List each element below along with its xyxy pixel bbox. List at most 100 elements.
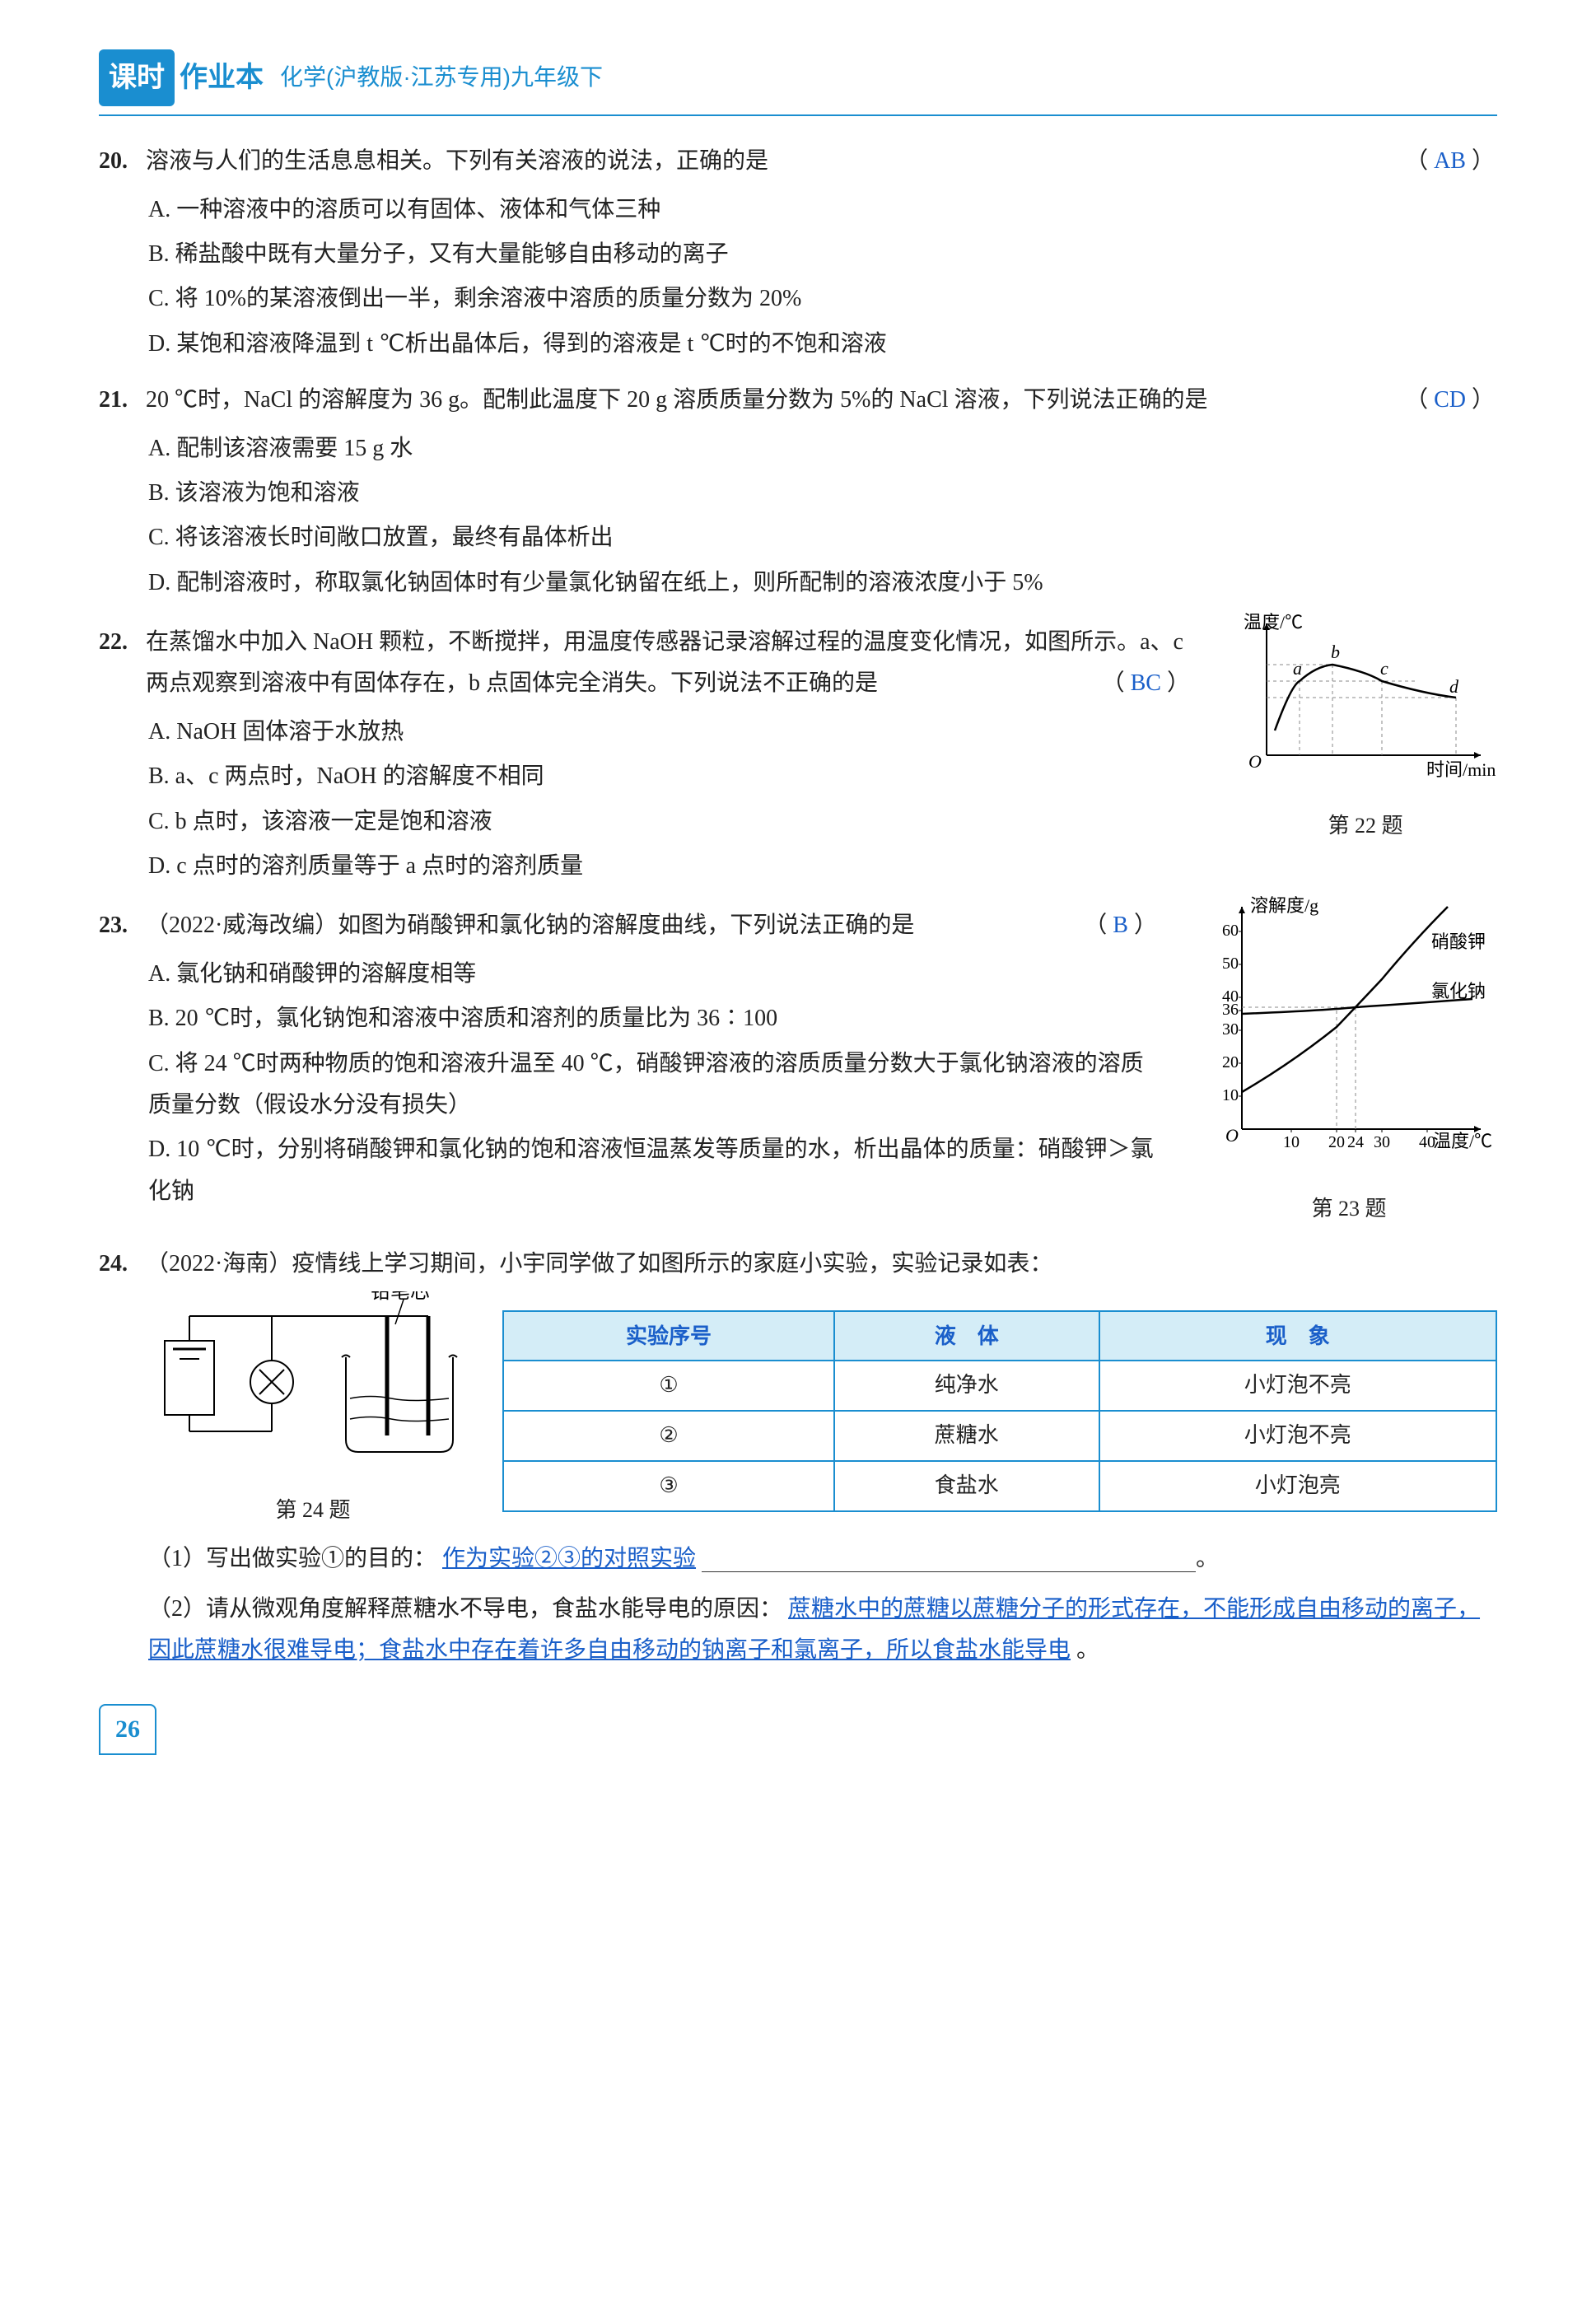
answer-paren: （ BC ） [1102, 663, 1190, 704]
logo-box: 课时 [99, 49, 175, 106]
svg-text:d: d [1449, 676, 1459, 697]
sub-label: （2）请从微观角度解释蔗糖水不导电，食盐水能导电的原因： [148, 1596, 782, 1622]
options-21: A. 配制该溶液需要 15 g 水 B. 该溶液为饱和溶液 C. 将该溶液长时间… [148, 428, 1497, 605]
cell: ② [503, 1411, 834, 1461]
solubility-chart: 10 20 30 36 40 50 60 10 20 24 30 40 [1201, 890, 1497, 1170]
svg-text:50: 50 [1222, 955, 1239, 973]
svg-text:氯化钠: 氯化钠 [1431, 981, 1486, 1001]
th-1: 实验序号 [503, 1311, 834, 1361]
q24-figure-row: 铅笔芯 第 24 题 实验序号 液 体 现 象 ① 纯净水 小灯泡不亮 ② [148, 1291, 1497, 1530]
question-stem: 20 ℃时，NaCl 的溶解度为 36 g。配制此温度下 20 g 溶质质量分数… [146, 380, 1495, 421]
svg-text:40: 40 [1222, 987, 1239, 1006]
option-c: C. b 点时，该溶液一定是饱和溶液 [148, 801, 1192, 843]
option-a: A. 配制该溶液需要 15 g 水 [148, 428, 1497, 469]
table-row: ② 蔗糖水 小灯泡不亮 [503, 1411, 1496, 1461]
option-b: B. 稀盐酸中既有大量分子，又有大量能够自由移动的离子 [148, 234, 1497, 275]
pencil-label: 铅笔芯 [371, 1291, 430, 1303]
question-number: 22. [99, 622, 140, 663]
answer: B [1113, 913, 1128, 938]
options-22: A. NaOH 固体溶于水放热 B. a、c 两点时，NaOH 的溶解度不相同 … [148, 712, 1192, 888]
option-d: D. 配制溶液时，称取氯化钠固体时有少量氯化钠留在纸上，则所配制的溶液浓度小于 … [148, 562, 1497, 604]
question-stem: 在蒸馏水中加入 NaOH 颗粒，不断搅拌，用温度传感器记录溶解过程的温度变化情况… [146, 622, 1190, 705]
stem-text: 20 ℃时，NaCl 的溶解度为 36 g。配制此温度下 20 g 溶质质量分数… [146, 387, 1208, 413]
option-a: A. 氯化钠和硝酸钾的溶解度相等 [148, 954, 1160, 995]
diagram-caption: 第 24 题 [148, 1491, 478, 1530]
temp-time-chart: a b c d O 温度/℃ 时间/min [1234, 607, 1497, 788]
option-c: C. 将该溶液长时间敞口放置，最终有晶体析出 [148, 517, 1497, 558]
question-23-row: 23. （2022·威海改编）如图为硝酸钾和氯化钠的溶解度曲线，下列说法正确的是… [99, 890, 1497, 1228]
svg-text:30: 30 [1222, 1020, 1239, 1039]
tail: 。 [1076, 1637, 1099, 1663]
answer: BC [1131, 670, 1161, 696]
svg-text:温度/℃: 温度/℃ [1433, 1131, 1492, 1151]
svg-text:b: b [1331, 642, 1340, 662]
question-23: 23. （2022·威海改编）如图为硝酸钾和氯化钠的溶解度曲线，下列说法正确的是… [99, 905, 1160, 946]
th-2: 液 体 [834, 1311, 1099, 1361]
table-row: ③ 食盐水 小灯泡亮 [503, 1461, 1496, 1511]
question-21: 21. 20 ℃时，NaCl 的溶解度为 36 g。配制此温度下 20 g 溶质… [99, 380, 1497, 421]
question-number: 21. [99, 380, 140, 421]
answer-paren: （ AB ） [1405, 141, 1495, 182]
cell: 蔗糖水 [834, 1411, 1099, 1461]
options-20: A. 一种溶液中的溶质可以有固体、液体和气体三种 B. 稀盐酸中既有大量分子，又… [148, 189, 1497, 366]
cell: 小灯泡亮 [1099, 1461, 1496, 1511]
svg-text:20: 20 [1222, 1053, 1239, 1071]
option-d: D. 某饱和溶液降温到 t ℃析出晶体后，得到的溶液是 t ℃时的不饱和溶液 [148, 324, 1497, 365]
option-d: D. c 点时的溶剂质量等于 a 点时的溶剂质量 [148, 846, 1192, 887]
question-stem: 溶液与人们的生活息息相关。下列有关溶液的说法，正确的是 （ AB ） [146, 141, 1495, 182]
experiment-table: 实验序号 液 体 现 象 ① 纯净水 小灯泡不亮 ② 蔗糖水 小灯泡不亮 ③ [502, 1310, 1497, 1512]
svg-text:O: O [1248, 751, 1262, 772]
subject-title: 化学(沪教版·江苏专用)九年级下 [280, 57, 603, 98]
question-stem: （2022·威海改编）如图为硝酸钾和氯化钠的溶解度曲线，下列说法正确的是 （ B… [146, 905, 1157, 946]
th-3: 现 象 [1099, 1311, 1496, 1361]
question-22-row: 22. 在蒸馏水中加入 NaOH 颗粒，不断搅拌，用温度传感器记录溶解过程的温度… [99, 607, 1497, 890]
svg-text:60: 60 [1222, 922, 1239, 940]
cell: ① [503, 1361, 834, 1411]
option-d: D. 10 ℃时，分别将硝酸钾和氯化钠的饱和溶液恒温蒸发等质量的水，析出晶体的质… [148, 1129, 1160, 1212]
q24-sub2: （2）请从微观角度解释蔗糖水不导电，食盐水能导电的原因： 蔗糖水中的蔗糖以蔗糖分… [148, 1589, 1497, 1672]
options-23: A. 氯化钠和硝酸钾的溶解度相等 B. 20 ℃时，氯化钠饱和溶液中溶质和溶剂的… [148, 954, 1160, 1212]
question-24: 24. （2022·海南）疫情线上学习期间，小宇同学做了如图所示的家庭小实验，实… [99, 1244, 1497, 1285]
answer-paren: （ CD ） [1405, 380, 1495, 421]
chart-23: 10 20 30 36 40 50 60 10 20 24 30 40 [1201, 890, 1497, 1228]
page-number: 26 [99, 1704, 156, 1755]
circuit-svg: 铅笔芯 [148, 1291, 478, 1473]
svg-text:a: a [1293, 658, 1302, 679]
xlabel: 时间/min [1426, 759, 1496, 780]
chart-caption: 第 22 题 [1234, 807, 1497, 846]
svg-text:10: 10 [1222, 1086, 1239, 1104]
option-b: B. a、c 两点时，NaOH 的溶解度不相同 [148, 756, 1192, 797]
svg-text:O: O [1225, 1125, 1239, 1146]
ylabel: 温度/℃ [1244, 612, 1303, 633]
answer: AB [1434, 148, 1466, 174]
question-stem: （2022·海南）疫情线上学习期间，小宇同学做了如图所示的家庭小实验，实验记录如… [146, 1244, 1495, 1285]
option-c: C. 将 10%的某溶液倒出一半，剩余溶液中溶质的质量分数为 20% [148, 278, 1497, 320]
option-a: A. 一种溶液中的溶质可以有固体、液体和气体三种 [148, 189, 1497, 231]
blank-line [702, 1546, 1196, 1572]
page-header: 课时 作业本 化学(沪教版·江苏专用)九年级下 [99, 49, 1497, 116]
answer-paren: （ B ） [1084, 905, 1157, 946]
q24-sub1: （1）写出做实验①的目的： 作为实验②③的对照实验 。 [148, 1538, 1497, 1580]
svg-text:24: 24 [1347, 1133, 1364, 1151]
question-number: 23. [99, 905, 140, 946]
chart-caption: 第 23 题 [1201, 1190, 1497, 1229]
sub-label: （1）写出做实验①的目的： [148, 1546, 436, 1571]
answer: CD [1434, 387, 1466, 413]
tail: 。 [1196, 1546, 1219, 1571]
cell: 小灯泡不亮 [1099, 1361, 1496, 1411]
option-a: A. NaOH 固体溶于水放热 [148, 712, 1192, 753]
question-20: 20. 溶液与人们的生活息息相关。下列有关溶液的说法，正确的是 （ AB ） [99, 141, 1497, 182]
svg-text:10: 10 [1283, 1133, 1300, 1151]
table-row: ① 纯净水 小灯泡不亮 [503, 1361, 1496, 1411]
option-b: B. 20 ℃时，氯化钠饱和溶液中溶质和溶剂的质量比为 36∶100 [148, 998, 1160, 1039]
option-b: B. 该溶液为饱和溶液 [148, 473, 1497, 514]
cell: 纯净水 [834, 1361, 1099, 1411]
chart-22: a b c d O 温度/℃ 时间/min 第 22 题 [1234, 607, 1497, 846]
cell: 小灯泡不亮 [1099, 1411, 1496, 1461]
svg-text:溶解度/g: 溶解度/g [1250, 895, 1318, 916]
question-number: 20. [99, 141, 140, 182]
svg-text:c: c [1380, 658, 1388, 679]
question-number: 24. [99, 1244, 140, 1285]
cell: 食盐水 [834, 1461, 1099, 1511]
svg-text:20: 20 [1328, 1133, 1345, 1151]
